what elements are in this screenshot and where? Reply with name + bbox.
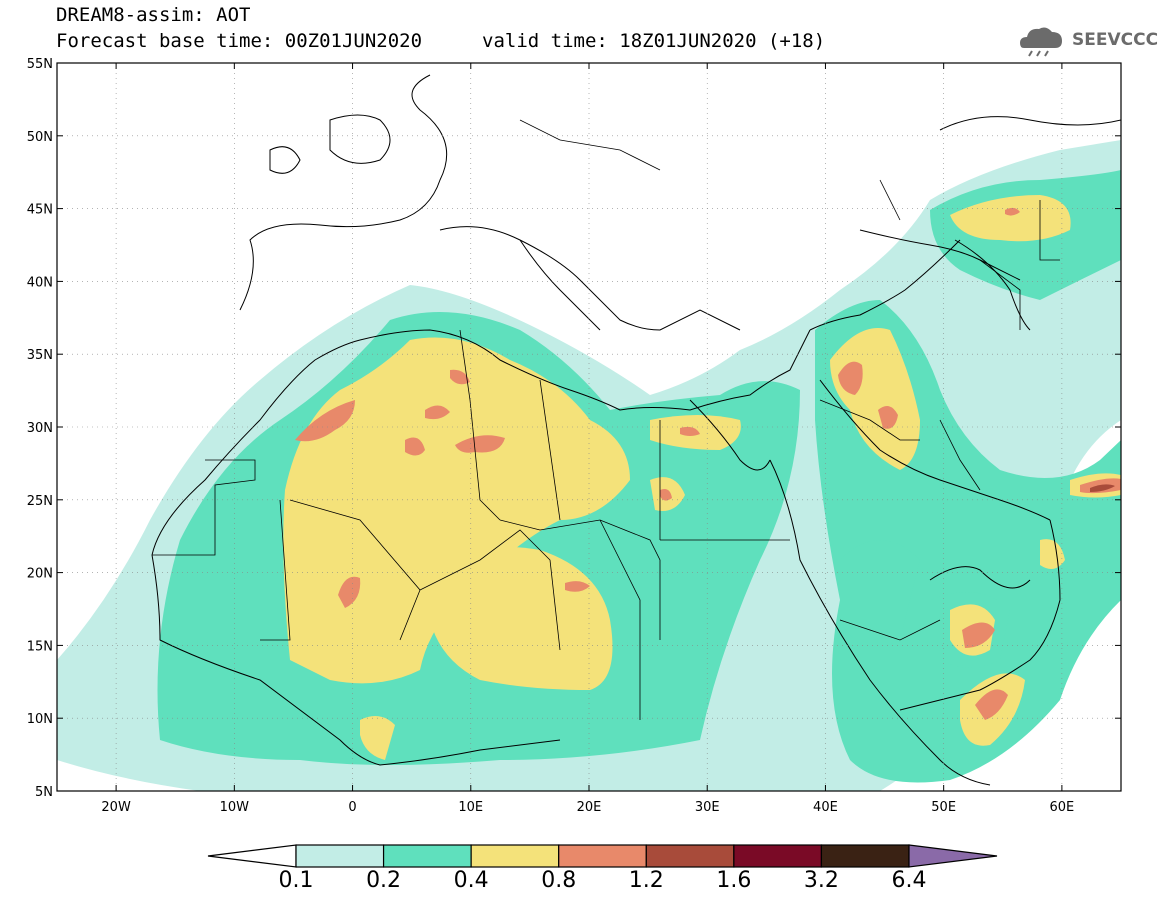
country-borders [152,119,1060,720]
lat-label: 30N [27,421,53,436]
colorbar-level-label: 3.2 [803,868,839,893]
lat-label: 55N [27,57,53,72]
colorbar-box [295,844,385,868]
lat-label: 45N [27,203,53,218]
colorbar-box [558,844,647,868]
aot-level-1.2 [1090,484,1115,492]
lat-label: 15N [27,639,53,654]
lon-label: 30E [695,800,720,815]
lon-label: 50E [931,800,956,815]
colorbar [207,844,998,868]
lon-label: 0 [348,800,356,815]
lat-label: 35N [27,348,53,363]
lat-label: 5N [35,785,53,800]
colorbar-level-label: 1.6 [716,868,752,893]
colorbar-box [645,844,735,868]
map-title: DREAM8-assim: AOT [56,4,251,26]
lat-label: 40N [27,275,53,290]
colorbar-level-label: 0.4 [453,868,489,893]
lat-label: 10N [27,712,53,727]
lon-label: 40E [813,800,838,815]
colorbar-level-label: 1.2 [628,868,664,893]
lat-label: 25N [27,494,53,509]
latitude-labels: 55N 50N 45N 40N 35N 30N 25N 20N 15N 10N 5N [27,57,53,800]
valid-time: valid time: 18Z01JUN2020 (+18) [482,30,826,52]
lon-label: 10E [458,800,483,815]
aot-contours [57,140,1121,791]
colorbar-box [470,844,560,868]
coastlines [151,74,1121,786]
colorbar-level-label: 0.2 [366,868,402,893]
aot-level-0.8 [295,207,1121,720]
axis-ticks [57,62,1121,792]
colorbar-arrow-low [207,844,297,868]
forecast-base-time: Forecast base time: 00Z01JUN2020 [56,30,423,52]
cloud-rain-icon [1020,27,1062,57]
logo-text: SEEVCCC [1072,30,1159,50]
colorbar-level-label: 0.1 [278,868,314,893]
lat-label: 20N [27,567,53,582]
aot-level-0.4 [283,195,1121,760]
colorbar-box [382,844,472,868]
colorbar-level-label: 0.8 [541,868,577,893]
colorbar-arrow-high [908,844,998,868]
longitude-labels: 20W 10W 0 10E 20E 30E 40E 50E 60E [101,800,1074,815]
lon-label: 10W [220,800,250,815]
colorbar-level-label: 6.4 [891,868,927,893]
lat-label: 50N [27,130,53,145]
colorbar-box [733,844,823,868]
lon-label: 60E [1050,800,1075,815]
lon-label: 20E [577,800,602,815]
colorbar-box [820,844,910,868]
lon-label: 20W [101,800,131,815]
